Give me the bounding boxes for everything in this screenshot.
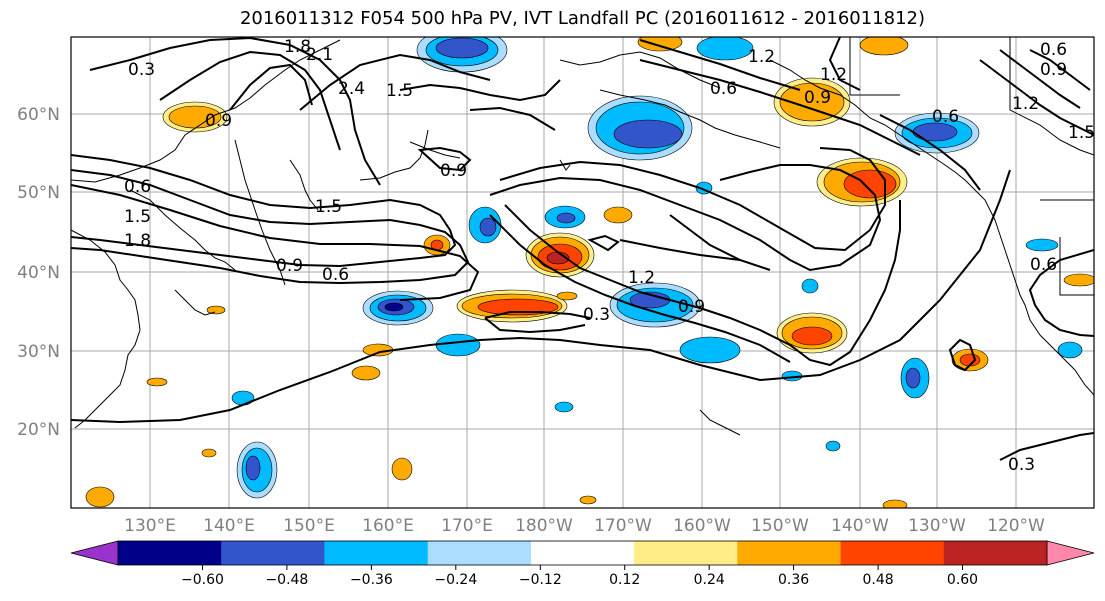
colorbar-frame — [117, 540, 1048, 566]
lon-label: 130°W — [908, 516, 966, 536]
colorbar-extend-left — [70, 540, 119, 566]
contour-label: 0.6 — [322, 265, 349, 285]
contour-label: 0.9 — [276, 256, 303, 276]
latitude-labels: 60°N 50°N 40°N 30°N 20°N — [17, 105, 60, 440]
contour-label: 0.9 — [440, 161, 467, 181]
lat-label: 30°N — [17, 342, 60, 362]
contour-label: 0.3 — [128, 60, 155, 80]
contour-label: 1.5 — [315, 197, 342, 217]
colorbar-segment — [427, 541, 532, 565]
contour-label: 0.6 — [1040, 40, 1067, 60]
contour-label: 2.1 — [306, 45, 333, 65]
colorbar-segment — [737, 541, 841, 565]
colorbar-tick-label: 0.60 — [947, 572, 978, 588]
colorbar-tick-label: −0.36 — [350, 572, 393, 588]
lat-label: 40°N — [17, 263, 60, 283]
colorbar-segment — [840, 541, 945, 565]
pv-contour-labels: 0.3 1.8 2.1 2.4 1.5 0.6 1.5 1.8 0.9 0.6 … — [124, 37, 1095, 475]
contour-label: 0.6 — [710, 79, 737, 99]
colorbar-tick-label: −0.12 — [519, 572, 562, 588]
colorbar-tick-label: 0.36 — [778, 572, 809, 588]
contour-label: 0.9 — [678, 297, 705, 317]
contour-label: 1.8 — [284, 37, 311, 57]
contour-label: 0.3 — [1008, 455, 1035, 475]
colorbar-tick-label: −0.60 — [181, 572, 224, 588]
contour-label: 0.6 — [932, 107, 959, 127]
colorbar-tick-label: −0.24 — [434, 572, 477, 588]
colorbar-segment — [221, 541, 325, 565]
lat-label: 50°N — [17, 183, 60, 203]
colorbar-tick-label: 0.48 — [863, 572, 894, 588]
contour-label: 0.6 — [1030, 255, 1057, 275]
lon-label: 160°E — [362, 516, 414, 536]
lon-label: 170°W — [594, 516, 652, 536]
contour-label: 1.8 — [124, 231, 151, 251]
colorbar: −0.60 −0.48 −0.36 −0.24 −0.12 0.12 0.24 0.36 0.4… — [70, 540, 1095, 588]
colorbar-segment — [324, 541, 429, 565]
contour-label: 2.4 — [338, 79, 365, 99]
pv-contours — [71, 37, 1094, 461]
lon-label: 130°E — [124, 516, 176, 536]
coastlines — [71, 37, 1094, 436]
lon-label: 180°W — [515, 516, 573, 536]
contour-label: 0.6 — [124, 177, 151, 197]
contour-label: 1.2 — [1012, 94, 1039, 114]
colorbar-tick-label: −0.48 — [265, 572, 308, 588]
contour-label: 1.2 — [628, 268, 655, 288]
lat-label: 20°N — [17, 420, 60, 440]
colorbar-tick-label: 0.24 — [694, 572, 725, 588]
colorbar-extend-right — [1046, 540, 1095, 566]
contour-label: 0.9 — [804, 88, 831, 108]
contour-label: 1.5 — [386, 81, 413, 101]
lon-label: 160°W — [673, 516, 731, 536]
contour-label: 0.9 — [1040, 60, 1067, 80]
colorbar-segment — [118, 541, 222, 565]
colorbar-tick-label: 0.12 — [609, 572, 640, 588]
contour-label: 1.5 — [1068, 123, 1095, 143]
longitude-labels: 130°E 140°E 150°E 160°E 170°E 180°W 170°… — [124, 516, 1045, 536]
contour-label: 0.9 — [205, 111, 232, 131]
map-frame — [70, 36, 1095, 509]
lon-label: 140°W — [831, 516, 889, 536]
colorbar-segment — [634, 541, 738, 565]
lon-label: 150°E — [283, 516, 335, 536]
lon-label: 170°E — [441, 516, 493, 536]
contour-label: 1.2 — [748, 47, 775, 67]
lon-label: 120°W — [987, 516, 1045, 536]
lat-label: 60°N — [17, 105, 60, 125]
colorbar-segment — [530, 541, 635, 565]
colorbar-segment — [943, 541, 1048, 565]
contour-label: 1.2 — [820, 65, 847, 85]
map-title: 2016011312 F054 500 hPa PV, IVT Landfall… — [239, 8, 926, 29]
lon-label: 150°W — [751, 516, 809, 536]
contour-label: 0.3 — [583, 305, 610, 325]
contour-label: 1.5 — [124, 207, 151, 227]
lon-label: 140°E — [203, 516, 255, 536]
